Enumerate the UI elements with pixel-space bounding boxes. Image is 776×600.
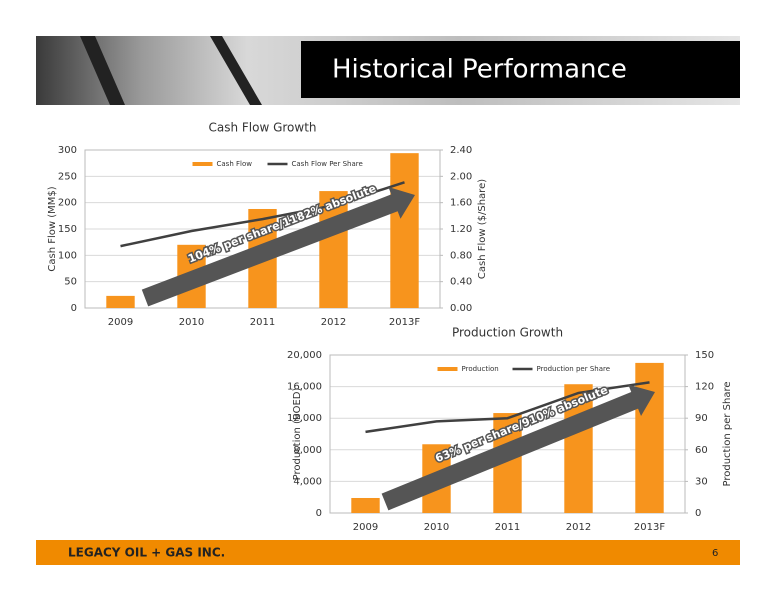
y2-tick-label: 0.80 (450, 250, 472, 261)
legend-label: Cash Flow Per Share (292, 160, 363, 168)
y2-tick-label: 90 (695, 413, 708, 424)
y2-tick-label: 0.40 (450, 277, 472, 288)
y-tick-label: 100 (58, 250, 77, 261)
x-tick-label: 2013F (634, 522, 665, 533)
y-tick-label: 16,000 (287, 382, 322, 393)
bar (564, 384, 593, 513)
legend-swatch (437, 367, 458, 371)
chart-title: Production Growth (452, 326, 563, 340)
x-tick-label: 2012 (566, 522, 591, 533)
legend-label: Cash Flow (217, 160, 253, 168)
x-tick-label: 2013F (389, 317, 420, 328)
bar (106, 295, 135, 308)
y2-tick-label: 60 (695, 445, 708, 456)
footer-company: LEGACY OIL + GAS INC. (68, 546, 225, 560)
arrow-shape (381, 384, 656, 511)
y-tick-label: 250 (58, 171, 77, 182)
bar (319, 191, 348, 308)
legend-label: Production per Share (537, 365, 611, 373)
y2-tick-label: 30 (695, 476, 708, 487)
y2-tick-label: 0.00 (450, 303, 472, 314)
legend-label: Production (462, 365, 499, 373)
y2-tick-label: 2.00 (450, 171, 472, 182)
y2-tick-label: 1.60 (450, 198, 472, 209)
y-tick-label: 150 (58, 224, 77, 235)
y2-tick-label: 120 (695, 382, 714, 393)
title-box (301, 41, 740, 98)
y2-tick-label: 150 (695, 350, 714, 361)
y2-tick-label: 1.20 (450, 224, 472, 235)
bar (351, 497, 380, 513)
bar (635, 362, 664, 513)
y2-tick-label: 0 (695, 508, 701, 519)
chart-title: Cash Flow Growth (208, 121, 316, 135)
y2-axis-label: Cash Flow ($/Share) (477, 179, 488, 279)
y-axis-label: Cash Flow (MM$) (47, 186, 58, 271)
bar (390, 153, 419, 308)
y-tick-label: 12,000 (287, 413, 322, 424)
x-tick-label: 2009 (108, 317, 133, 328)
y-tick-label: 4,000 (293, 476, 322, 487)
y-axis-label: Production (BOED) (292, 388, 303, 481)
y-tick-label: 200 (58, 198, 77, 209)
legend-swatch (192, 162, 213, 166)
x-tick-label: 2011 (250, 317, 275, 328)
y-tick-label: 50 (64, 277, 77, 288)
y-tick-label: 8,000 (293, 445, 322, 456)
y2-tick-label: 2.40 (450, 145, 472, 156)
y-tick-label: 20,000 (287, 350, 322, 361)
arrow-shape (141, 186, 416, 307)
x-tick-label: 2010 (179, 317, 204, 328)
x-tick-label: 2009 (353, 522, 378, 533)
y-tick-label: 0 (316, 508, 322, 519)
slide-title: Historical Performance (332, 55, 627, 85)
line (365, 381, 650, 434)
x-tick-label: 2012 (321, 317, 346, 328)
x-tick-label: 2010 (424, 522, 449, 533)
y2-axis-label: Production per Share (722, 381, 733, 486)
line (120, 181, 405, 248)
y-tick-label: 0 (71, 303, 77, 314)
page-number: 6 (712, 548, 718, 559)
y-tick-label: 300 (58, 145, 77, 156)
x-tick-label: 2011 (495, 522, 520, 533)
footer-bar (36, 540, 740, 565)
